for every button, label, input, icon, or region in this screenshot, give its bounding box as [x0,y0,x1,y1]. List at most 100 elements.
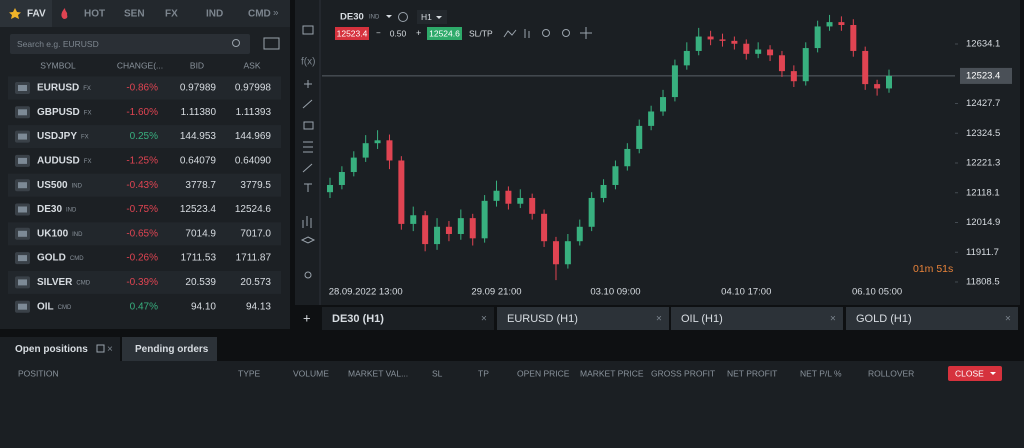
watchlist-row[interactable] [8,222,281,246]
watchlist-row[interactable] [8,173,281,197]
info-icon[interactable] [398,12,408,22]
candle-body [552,241,559,265]
detach-icon[interactable] [96,344,105,353]
bid: 144.953 [180,131,217,142]
watchlist-row[interactable] [8,246,281,270]
candle-body [695,36,702,51]
candle-body [588,197,595,227]
close-chart-tab[interactable]: × [656,314,662,325]
fx-tool[interactable]: f(x) [301,57,315,68]
y-tick-label: 11911.7 [966,247,999,258]
bid: 94.10 [191,301,216,312]
chart-controls[interactable] [503,27,592,39]
chart-tab[interactable] [497,307,669,330]
ask: 0.97998 [235,83,272,94]
watchlist-row[interactable] [8,198,281,221]
bid: 1.11380 [181,107,217,118]
symbol: EURUSD [37,83,79,94]
candle-body [802,48,809,82]
candle-body [648,111,655,126]
candle-body [874,84,881,89]
lot-minus[interactable]: − [376,29,381,38]
change: -0.75% [126,204,158,215]
timeframe-dropdown [436,16,442,19]
position-column: NET PROFIT [727,368,777,378]
column-header: BID [190,60,204,70]
y-tick-label: 12118.1 [966,187,1000,198]
watchlist-row[interactable] [8,295,281,319]
watchlist-row[interactable] [8,100,281,124]
instrument-kind: IND [72,183,83,189]
last-price-box [960,67,1012,84]
candle-body [350,157,357,173]
position-column: ROLLOVER [868,368,914,378]
change: -1.60% [126,107,158,118]
instrument-kind: FX [84,110,92,116]
change: -1.25% [126,156,158,167]
close-chart-tab[interactable]: × [830,314,836,325]
close-dropdown [990,372,996,375]
buy-button[interactable] [427,27,462,40]
watchlist-row[interactable] [8,270,281,294]
bid: 0.64079 [180,156,217,167]
close-chart-tab[interactable]: × [1005,314,1011,325]
y-tick-label: 11808.5 [966,276,1000,287]
position-column: GROSS PROFIT [651,368,715,378]
close-chart-tab[interactable]: × [481,314,487,325]
position-column: MARKET PRICE [580,368,644,378]
watchlist-row[interactable] [8,149,281,173]
close-tab[interactable]: × [107,344,113,355]
chart-tab[interactable] [671,307,843,330]
candle-body [767,49,774,56]
candle-body [327,184,333,193]
flag-icon-inner [18,303,27,310]
search-box[interactable] [10,34,250,54]
layout-icon[interactable] [263,37,280,50]
candle-body [600,184,607,198]
more-tabs[interactable]: » [273,8,279,19]
ask: 0.64090 [235,156,272,167]
top-tab[interactable]: CMD [248,9,271,20]
flag-icon-inner [18,85,27,91]
candle-body [410,215,417,224]
flag-icon-inner [18,109,27,116]
top-tab[interactable]: HOT [84,9,105,20]
candle-body [362,143,369,158]
x-tick-label: 06.10 05:00 [852,287,902,298]
instrument-kind: CMD [58,305,72,311]
symbol: DE30 [37,204,62,215]
drawing-toolbar[interactable] [300,25,316,279]
close-all-button[interactable] [948,366,1002,381]
candle-body [707,36,714,40]
chart-tab-label: GOLD (H1) [856,313,912,325]
add-chart[interactable]: + [303,310,311,325]
candle-body [505,190,512,204]
sell-button[interactable] [335,27,369,40]
lot-plus[interactable]: + [416,28,421,38]
instrument-kind: CMD [76,280,90,286]
y-tick-label: 12324.5 [966,128,1000,139]
pending-orders-tab[interactable] [122,337,217,361]
sltp-button[interactable]: SL/TP [469,28,493,38]
timeframe-select[interactable] [417,10,447,24]
candle-body [374,140,381,144]
candle-body [850,25,857,51]
top-tab[interactable]: IND [206,9,223,20]
ask: 12524.6 [235,204,272,215]
candle-body [660,97,667,112]
chart-tab[interactable] [322,307,494,330]
top-tab[interactable]: FX [165,9,178,20]
symbol-dropdown[interactable] [386,15,392,18]
column-header: SYMBOL [40,60,76,70]
top-tab[interactable]: SEN [124,9,145,20]
candle-body [790,71,797,82]
watchlist-row[interactable] [8,125,281,149]
watchlist-row[interactable] [8,76,281,100]
sell-price: 12523.4 [337,28,368,38]
open-positions-tab[interactable] [0,337,120,361]
top-tab[interactable]: FAV [27,9,46,20]
instrument-kind: FX [81,135,89,141]
chart-tab[interactable] [846,307,1018,330]
bid: 7014.9 [185,228,216,239]
symbol: AUDUSD [37,156,80,167]
